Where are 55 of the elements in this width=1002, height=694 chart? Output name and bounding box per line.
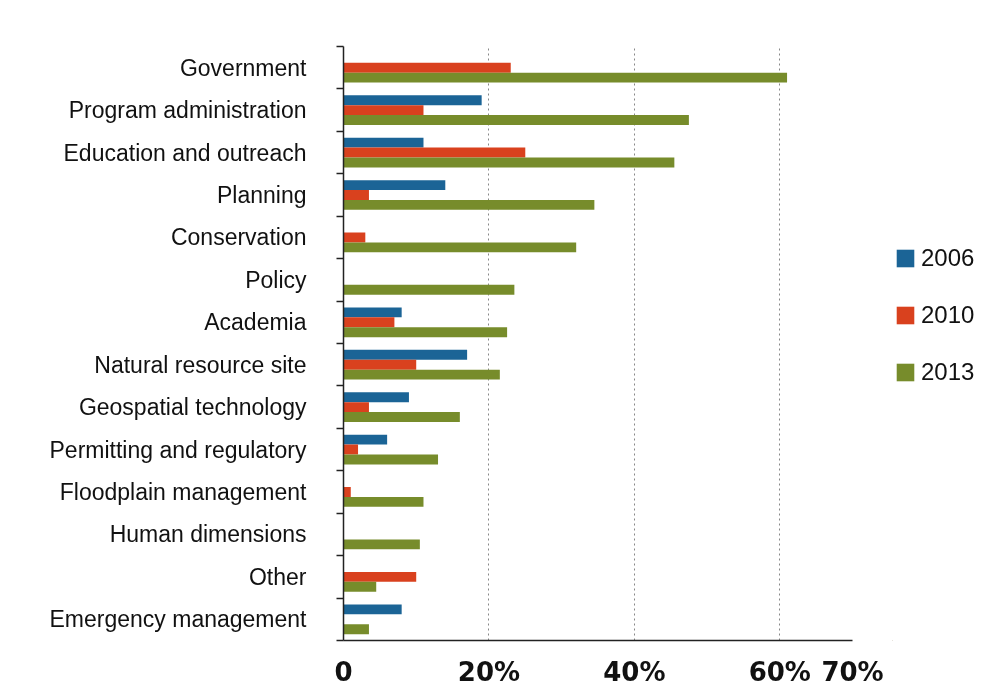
bar	[343, 232, 366, 243]
x-tick-label: 70%	[821, 656, 884, 687]
bar	[343, 157, 675, 168]
bar	[343, 369, 500, 380]
y-tick-label: Human dimensions	[109, 521, 307, 548]
bar	[343, 62, 511, 73]
bar	[343, 444, 359, 455]
y-tick-label: Academia	[204, 309, 307, 336]
x-tick-label: 20%	[457, 656, 521, 687]
y-tick-label: Floodplain management	[59, 479, 308, 505]
bar	[343, 624, 369, 635]
bar	[343, 359, 417, 370]
y-tick-label: Conservation	[170, 224, 307, 251]
bar	[343, 412, 460, 422]
bar	[343, 349, 468, 360]
x-tick-label: 40%	[603, 656, 666, 687]
bar	[343, 402, 369, 413]
legend-label: 2006	[921, 244, 975, 272]
bar	[343, 496, 424, 507]
y-tick-label: Emergency management	[49, 606, 308, 633]
bar	[343, 72, 788, 83]
bar	[343, 95, 482, 106]
bar	[343, 487, 351, 497]
y-tick-label: Natural resource site	[94, 351, 307, 378]
bar	[343, 539, 420, 550]
legend-label: 2013	[921, 358, 975, 386]
bar	[343, 147, 526, 158]
x-tick-label: 0	[334, 656, 353, 687]
bar	[343, 434, 388, 445]
x-tick-label: 60%	[748, 656, 811, 687]
bar	[343, 115, 689, 125]
bar	[343, 180, 446, 191]
bar	[343, 307, 402, 318]
legend-label: 2010	[921, 301, 975, 329]
y-tick-label: Permitting and regulatory	[49, 436, 307, 463]
bar	[343, 199, 595, 210]
bar	[343, 190, 369, 200]
y-tick-label: Other	[248, 563, 307, 590]
y-tick-label: Education and outreach	[63, 139, 307, 166]
bar	[343, 137, 424, 148]
bar	[343, 571, 417, 582]
bar	[343, 327, 508, 338]
bar	[343, 454, 439, 465]
bar	[343, 604, 402, 615]
bar	[343, 392, 409, 403]
bar	[343, 105, 424, 116]
y-tick-label: Program administration	[68, 97, 307, 124]
bar	[343, 581, 377, 592]
y-tick-label: Geospatial technology	[78, 394, 307, 421]
bar	[343, 317, 395, 328]
bar	[343, 242, 577, 253]
y-tick-label: Government	[179, 54, 308, 81]
y-tick-label: Policy	[245, 266, 307, 293]
bar	[343, 284, 515, 295]
y-tick-label: Planning	[216, 182, 307, 208]
